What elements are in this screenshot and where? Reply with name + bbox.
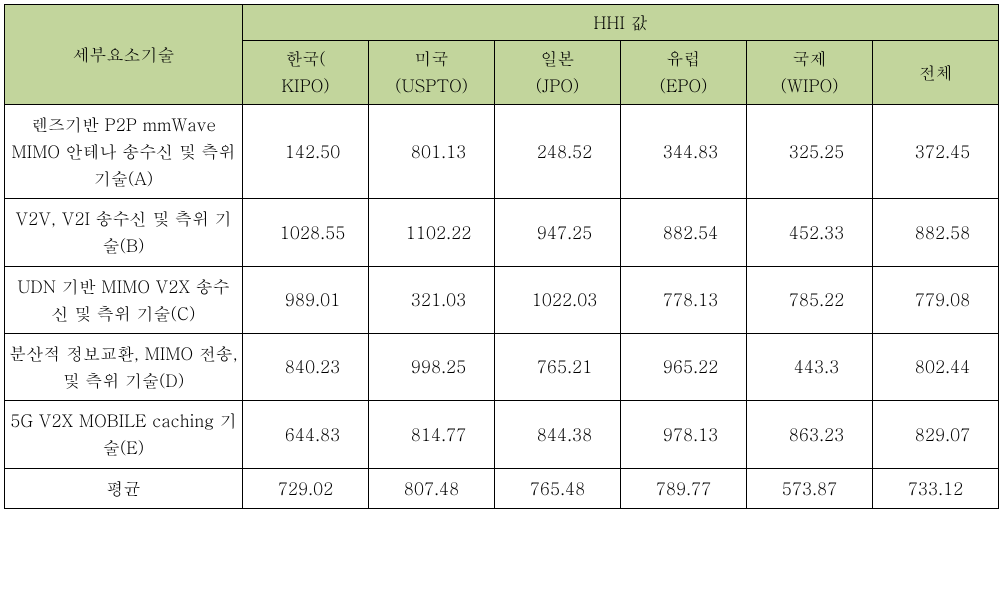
tech-name-cell: 분산적 정보교환, MIMO 전송, 및 측위 기술(D) — [5, 333, 243, 400]
table-row: 분산적 정보교환, MIMO 전송, 및 측위 기술(D) 840.23 998… — [5, 333, 999, 400]
table-row-average: 평균 729.02 807.48 765.48 789.77 573.87 73… — [5, 468, 999, 508]
data-cell: 1022.03 — [495, 266, 621, 333]
data-cell: 344.83 — [621, 104, 747, 199]
col-header-label: KIPO) — [281, 73, 329, 97]
row-header-tech: 세부요소기술 — [5, 5, 243, 105]
data-cell: 965.22 — [621, 333, 747, 400]
data-cell: 765.48 — [495, 468, 621, 508]
data-cell: 443.3 — [747, 333, 873, 400]
data-cell: 729.02 — [243, 468, 369, 508]
data-cell: 844.38 — [495, 401, 621, 468]
col-header-label: 전체 — [919, 60, 953, 84]
data-cell: 829.07 — [873, 401, 999, 468]
tech-name-cell: 렌즈기반 P2P mmWave MIMO 안테나 송수신 및 측위 기술(A) — [5, 104, 243, 199]
col-header-label: 유럽 — [667, 46, 701, 70]
col-header-epo: 유럽 (EPO) — [621, 41, 747, 104]
table-row: 5G V2X MOBILE caching 기술(E) 644.83 814.7… — [5, 401, 999, 468]
data-cell: 573.87 — [747, 468, 873, 508]
data-cell: 840.23 — [243, 333, 369, 400]
col-header-label: (USPTO) — [395, 73, 468, 97]
col-header-label: 한국( — [285, 46, 325, 70]
data-cell: 998.25 — [369, 333, 495, 400]
data-cell: 802.44 — [873, 333, 999, 400]
data-cell: 452.33 — [747, 199, 873, 266]
table-row: 렌즈기반 P2P mmWave MIMO 안테나 송수신 및 측위 기술(A) … — [5, 104, 999, 199]
col-header-label: 일본 — [541, 46, 575, 70]
tech-name-cell: V2V, V2I 송수신 및 측위 기술(B) — [5, 199, 243, 266]
col-header-kipo: 한국( KIPO) — [243, 41, 369, 104]
data-cell: 807.48 — [369, 468, 495, 508]
hhi-table: 세부요소기술 HHI 값 한국( KIPO) 미국 (USPTO) 일본 (JP… — [4, 4, 999, 509]
avg-label-cell: 평균 — [5, 468, 243, 508]
data-cell: 863.23 — [747, 401, 873, 468]
data-cell: 1102.22 — [369, 199, 495, 266]
tech-name-cell: UDN 기반 MIMO V2X 송수신 및 측위 기술(C) — [5, 266, 243, 333]
data-cell: 733.12 — [873, 468, 999, 508]
col-header-uspto: 미국 (USPTO) — [369, 41, 495, 104]
data-cell: 765.21 — [495, 333, 621, 400]
data-cell: 142.50 — [243, 104, 369, 199]
data-cell: 989.01 — [243, 266, 369, 333]
data-cell: 801.13 — [369, 104, 495, 199]
data-cell: 321.03 — [369, 266, 495, 333]
data-cell: 978.13 — [621, 401, 747, 468]
data-cell: 372.45 — [873, 104, 999, 199]
group-header-hhi: HHI 값 — [243, 5, 999, 41]
col-header-total: 전체 — [873, 41, 999, 104]
table-row: V2V, V2I 송수신 및 측위 기술(B) 1028.55 1102.22 … — [5, 199, 999, 266]
data-cell: 882.54 — [621, 199, 747, 266]
data-cell: 789.77 — [621, 468, 747, 508]
col-header-label: 국제 — [793, 46, 827, 70]
col-header-jpo: 일본 (JPO) — [495, 41, 621, 104]
col-header-label: (JPO) — [536, 73, 580, 97]
data-cell: 882.58 — [873, 199, 999, 266]
data-cell: 248.52 — [495, 104, 621, 199]
data-cell: 947.25 — [495, 199, 621, 266]
data-cell: 1028.55 — [243, 199, 369, 266]
data-cell: 644.83 — [243, 401, 369, 468]
col-header-label: (EPO) — [660, 73, 708, 97]
data-cell: 778.13 — [621, 266, 747, 333]
col-header-label: (WIPO) — [780, 73, 838, 97]
data-cell: 325.25 — [747, 104, 873, 199]
table-row: UDN 기반 MIMO V2X 송수신 및 측위 기술(C) 989.01 32… — [5, 266, 999, 333]
data-cell: 779.08 — [873, 266, 999, 333]
col-header-wipo: 국제 (WIPO) — [747, 41, 873, 104]
data-cell: 814.77 — [369, 401, 495, 468]
data-cell: 785.22 — [747, 266, 873, 333]
col-header-label: 미국 — [415, 46, 449, 70]
tech-name-cell: 5G V2X MOBILE caching 기술(E) — [5, 401, 243, 468]
